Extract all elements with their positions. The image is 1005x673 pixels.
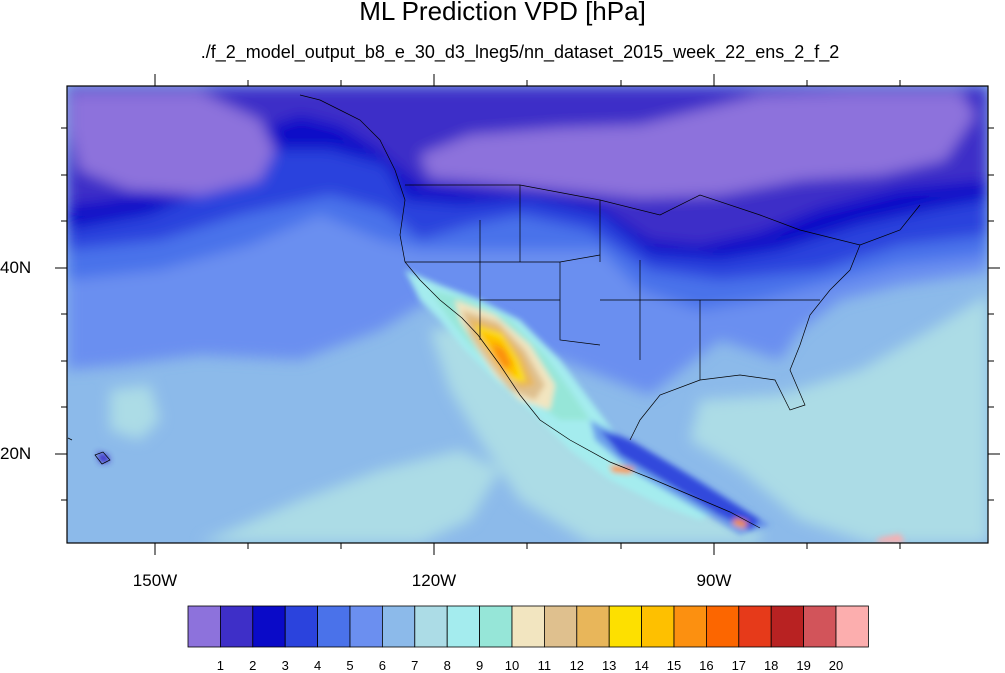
colorbar-swatch [381,605,416,648]
colorbar-tick-label: 10 [504,658,520,673]
map-title: ML Prediction VPD [hPa] [359,0,646,26]
lon-label-90w: 90W [696,571,732,590]
colorbar-tick-label: 13 [601,658,617,673]
colorbar-tick-label: 12 [569,658,585,673]
colorbar-swatch [252,605,286,648]
colorbar-swatch [219,605,254,648]
colorbar-tick-label: 4 [313,658,322,673]
lon-label-150w: 150W [132,571,178,590]
lat-label-20n: 20N [0,444,32,463]
axis-ticks [55,74,1000,555]
contour-field [67,86,988,543]
colorbar-swatch [641,605,675,648]
colorbar-tick-label: 2 [249,658,257,673]
map-subtitle: ./f_2_model_output_b8_e_30_d3_lneg5/nn_d… [200,42,840,62]
lon-label-120w: 120W [411,571,457,590]
colorbar [187,605,869,648]
colorbar-swatch [187,605,221,648]
colorbar-swatch [511,605,545,648]
colorbar-swatch [576,605,610,648]
colorbar-swatch [803,605,837,648]
colorbar-tick-label: 11 [537,658,552,673]
colorbar-tick-label: 6 [378,658,386,673]
colorbar-swatch [706,605,740,648]
colorbar-tick-label: 9 [475,658,484,673]
colorbar-swatch [479,605,513,648]
colorbar-swatch [608,605,643,648]
colorbar-swatch [835,605,869,648]
colorbar-swatch [673,605,707,648]
colorbar-swatch [317,605,351,648]
colorbar-tick-label: 1 [216,658,224,673]
colorbar-swatch [770,605,805,648]
colorbar-swatch [738,605,772,648]
colorbar-tick-label: 20 [828,658,844,673]
colorbar-tick-label: 19 [796,658,811,673]
colorbar-tick-label: 8 [443,658,451,673]
colorbar-tick-label: 18 [763,658,779,673]
colorbar-swatch [414,605,448,648]
colorbar-tick-label: 7 [411,658,419,673]
colorbar-tick-label: 16 [699,658,714,673]
colorbar-tick-label: 14 [634,658,649,673]
colorbar-swatch [349,605,383,648]
lat-label-40n: 40N [0,258,32,277]
colorbar-swatch [446,605,481,648]
colorbar-tick-label: 5 [346,658,354,673]
coastlines [67,94,921,529]
colorbar-swatch [544,605,578,648]
colorbar-tick-label: 15 [666,658,682,673]
colorbar-tick-label: 17 [731,658,747,673]
colorbar-tick-label: 3 [281,658,289,673]
colorbar-swatch [284,605,319,648]
